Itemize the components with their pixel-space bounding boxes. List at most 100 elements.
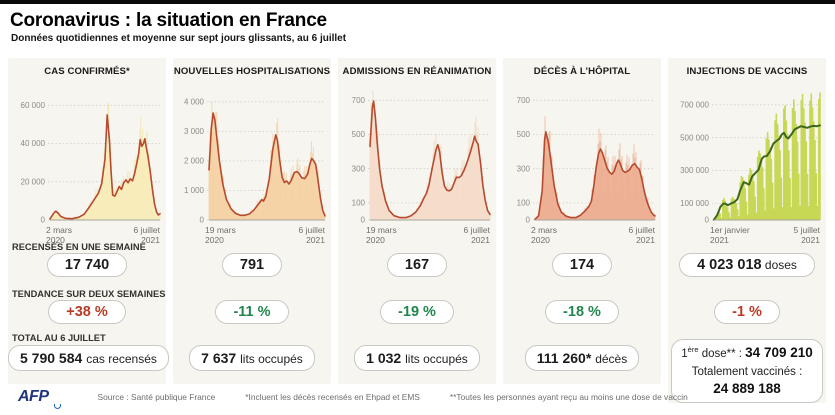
week-pill-row: 4 023 018 doses (668, 253, 826, 277)
svg-text:6 juillet: 6 juillet (464, 225, 491, 235)
total-pill-row: 1 032 lits occupés (338, 345, 496, 371)
trend-value-pill: -19 % (380, 300, 454, 324)
panel-5: INJECTIONS DE VACCINS 0 100 000 300 000 500… (668, 58, 826, 404)
total-pill-row: 1ère dose** : 34 709 210 Totalement vacc… (668, 339, 826, 404)
total-value-pill: 5 790 584 cas recensés (8, 345, 169, 371)
svg-text:0: 0 (200, 216, 205, 225)
trend-pill-row: -19 % (338, 300, 496, 324)
svg-text:0: 0 (361, 216, 366, 225)
trend-pill-row: -18 % (503, 300, 661, 324)
total-value: 1 032 (366, 350, 402, 366)
week-pill-row: 174 (503, 253, 661, 277)
top-border (0, 0, 835, 4)
svg-text:2 000: 2 000 (184, 157, 205, 166)
svg-text:20 000: 20 000 (21, 177, 46, 186)
panel-title: CAS CONFIRMÉS* (44, 66, 130, 77)
svg-text:500 000: 500 000 (680, 133, 709, 142)
svg-text:2 mars: 2 mars (531, 225, 557, 235)
total-value-pill: 111 260* décès (524, 345, 640, 371)
svg-text:100: 100 (517, 199, 531, 208)
total-unit: décès (595, 352, 628, 366)
svg-text:2021: 2021 (471, 235, 490, 245)
week-value: 4 023 018 (697, 257, 762, 273)
svg-text:0: 0 (41, 216, 46, 225)
panel-2: NOUVELLES HOSPITALISATIONS 0 1 000 2 000 3 … (173, 58, 331, 384)
svg-text:500: 500 (352, 130, 366, 139)
svg-text:700: 700 (517, 96, 531, 105)
week-value: 167 (404, 257, 430, 273)
total-value-pill: 7 637 lits occupés (189, 345, 315, 371)
svg-text:2020: 2020 (531, 235, 550, 245)
svg-text:2021: 2021 (141, 235, 160, 245)
afp-logo-text: AFP (18, 388, 49, 405)
source-text: Source : Santé publique France (97, 392, 216, 402)
svg-text:19 mars: 19 mars (366, 225, 397, 235)
total-value-pill: 1 032 lits occupés (354, 345, 480, 371)
week-pill-row: 791 (173, 253, 331, 277)
chart: 0 100 300 500 700 19 mars 2020 6 juillet 2021 (338, 82, 496, 255)
svg-text:6 juillet: 6 juillet (134, 225, 161, 235)
total-pill-row: 111 260* décès (503, 345, 661, 371)
afp-logo: AFP (18, 388, 64, 409)
svg-text:2021: 2021 (636, 235, 655, 245)
page-title: Coronavirus : la situation en France (10, 10, 327, 31)
svg-text:5 juillet: 5 juillet (794, 225, 821, 235)
svg-text:2 mars: 2 mars (46, 225, 72, 235)
week-label: RECENSÉS EN UNE SEMAINE (12, 242, 146, 252)
panel-4: DÉCÈS À L’HÔPITAL 0 100 300 500 700 2 mars 202… (503, 58, 661, 384)
panel-1: CAS CONFIRMÉS* 0 20 000 40 000 60 000 2 mars… (8, 58, 169, 384)
svg-text:300: 300 (517, 164, 531, 173)
week-value-pill: 791 (221, 253, 283, 277)
trend-value-pill: +38 % (48, 300, 126, 324)
panel-3: ADMISSIONS EN RÉANIMATION 0 100 300 500 700 1… (338, 58, 496, 384)
total-unit: lits occupés (405, 352, 468, 366)
svg-text:3 000: 3 000 (184, 127, 205, 136)
week-value: 791 (239, 257, 265, 273)
week-value-pill: 167 (386, 253, 448, 277)
total-value: 7 637 (201, 350, 237, 366)
trend-pill-row: +38 % (8, 300, 166, 324)
total-label: TOTAL AU 6 JUILLET (12, 333, 106, 343)
svg-text:700: 700 (352, 96, 366, 105)
svg-text:40 000: 40 000 (21, 139, 46, 148)
svg-text:6 juillet: 6 juillet (629, 225, 656, 235)
trend-value-pill: -1 % (714, 300, 780, 324)
svg-text:0: 0 (526, 216, 531, 225)
week-pill-row: 17 740 (8, 253, 166, 277)
trend-pill-row: -11 % (173, 300, 331, 324)
footnote-2: **Toutes les personnes ayant reçu au moi… (449, 392, 688, 402)
total-unit: cas recensés (86, 352, 157, 366)
vaccine-total-pill: 1ère dose** : 34 709 210 Totalement vacc… (671, 339, 823, 404)
svg-text:60 000: 60 000 (21, 101, 46, 110)
svg-text:300 000: 300 000 (680, 166, 709, 175)
svg-text:100: 100 (352, 199, 366, 208)
svg-text:1er janvier: 1er janvier (710, 225, 750, 235)
page-subtitle: Données quotidiennes et moyenne sur sept… (11, 33, 347, 44)
total-value: 5 790 584 (20, 350, 83, 366)
panel-title: DÉCÈS À L’HÔPITAL (533, 66, 631, 77)
svg-text:1 000: 1 000 (184, 186, 205, 195)
svg-text:2020: 2020 (366, 235, 385, 245)
svg-text:500: 500 (517, 130, 531, 139)
panel-title: ADMISSIONS EN RÉANIMATION (342, 66, 492, 77)
total-pill-row: 7 637 lits occupés (173, 345, 331, 371)
total-value: 111 260* (536, 350, 592, 366)
panel-title: NOUVELLES HOSPITALISATIONS (173, 66, 331, 77)
svg-text:700 000: 700 000 (680, 100, 709, 109)
svg-text:0: 0 (705, 216, 710, 225)
chart: 0 100 300 500 700 2 mars 2020 6 juillet 2021 (503, 82, 661, 255)
week-unit: doses (761, 258, 797, 272)
fully-vaccinated-label: Totalement vaccinés : (691, 366, 803, 379)
svg-text:2021: 2021 (801, 235, 820, 245)
chart: 0 100 000 300 000 500 000 700 000 1er janvier… (668, 82, 826, 255)
svg-text:300: 300 (352, 164, 366, 173)
total-unit: lits occupés (240, 352, 303, 366)
svg-text:6 juillet: 6 juillet (299, 225, 326, 235)
panels-row: CAS CONFIRMÉS* 0 20 000 40 000 60 000 2 mars… (8, 58, 827, 404)
week-value-pill: 4 023 018 doses (679, 253, 815, 277)
svg-text:2021: 2021 (710, 235, 729, 245)
trend-pill-row: -1 % (668, 300, 826, 324)
svg-text:4 000: 4 000 (184, 97, 205, 106)
svg-text:2020: 2020 (46, 235, 65, 245)
